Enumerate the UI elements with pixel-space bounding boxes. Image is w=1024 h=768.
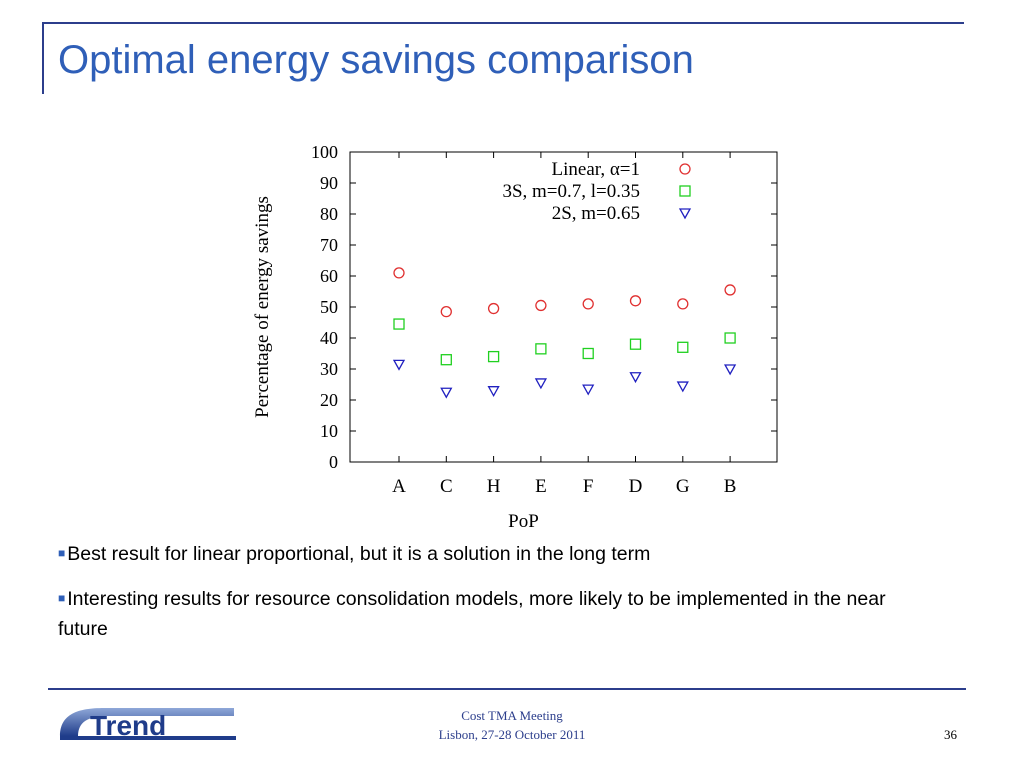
y-tick-label: 70 [320, 235, 338, 255]
bullet-list: ■ Best result for linear proportional, bu… [58, 538, 938, 658]
footer-rule [48, 688, 966, 690]
data-point-series-1 [677, 298, 689, 310]
bullet-item: ■ Interesting results for resource consol… [58, 583, 938, 644]
data-point-series-2 [582, 347, 594, 360]
data-point-series-1 [582, 298, 594, 310]
data-point-series-2 [440, 354, 452, 366]
y-tick-label: 60 [320, 266, 338, 286]
x-tick-label: B [724, 476, 737, 497]
data-point-series-3 [723, 364, 737, 376]
data-point-series-1 [629, 295, 642, 307]
bullet-text: Interesting results for resource consoli… [58, 588, 886, 640]
legend-marker-3 [678, 208, 692, 220]
legend-marker-2 [679, 185, 691, 197]
data-point-series-3 [392, 359, 406, 371]
data-point-series-1 [724, 284, 736, 296]
y-tick-label: 10 [320, 421, 338, 441]
data-point-series-2 [724, 332, 736, 344]
slide-title: Optimal energy savings comparison [58, 38, 694, 82]
y-axis-label: Percentage of energy savings [252, 196, 273, 418]
x-tick-label: G [676, 476, 690, 497]
data-point-series-2 [535, 343, 547, 355]
data-point-series-1 [393, 267, 405, 279]
bullet-square-icon: ■ [58, 591, 66, 605]
title-frame-top-rule [42, 22, 964, 24]
x-axis-label: PoP [508, 511, 539, 532]
y-tick-label: 100 [311, 142, 338, 162]
title-frame-left-rule [42, 22, 44, 94]
data-point-series-1 [487, 302, 500, 315]
data-point-series-1 [535, 299, 547, 312]
y-tick-label: 50 [320, 297, 338, 317]
legend-label: 3S, m=0.7, l=0.35 [502, 181, 640, 202]
data-point-series-3 [440, 387, 453, 399]
y-tick-label: 20 [320, 390, 338, 410]
data-point-series-3 [534, 378, 548, 390]
y-tick-label: 90 [320, 173, 338, 193]
x-tick-label: C [440, 476, 453, 497]
trend-logo: Trend [60, 708, 236, 741]
x-tick-label: E [535, 476, 547, 497]
energy-savings-chart: 0 10 20 30 40 50 60 70 80 90 100 A C H E F D G B PoP Percent… [252, 142, 778, 532]
y-tick-label: 0 [329, 452, 338, 472]
legend-label: 2S, m=0.65 [552, 203, 640, 224]
legend-marker-1 [679, 163, 691, 175]
footer-line-2: Lisbon, 27-28 October 2011 [438, 727, 586, 742]
data-point-series-3 [487, 386, 500, 398]
y-tick-label: 40 [320, 328, 338, 348]
bullet-item: ■ Best result for linear proportional, bu… [58, 538, 938, 569]
legend-label: Linear, α=1 [552, 159, 641, 180]
y-tick-label: 80 [320, 204, 338, 224]
svg-text:Trend: Trend [90, 710, 166, 741]
data-point-series-3 [629, 372, 642, 384]
data-point-series-3 [582, 384, 595, 396]
x-tick-label: H [487, 476, 501, 497]
bullet-square-icon: ■ [58, 546, 66, 560]
page-number: 36 [944, 727, 957, 742]
data-point-series-2 [677, 341, 689, 353]
x-tick-label: F [583, 476, 594, 497]
data-point-series-2 [393, 318, 405, 330]
x-tick-label: D [629, 476, 643, 497]
data-point-series-2 [629, 338, 642, 350]
data-point-series-3 [676, 381, 689, 393]
footer-meeting-info: Cost TMA Meeting Lisbon, 27-28 October 2… [412, 706, 612, 744]
footer-line-1: Cost TMA Meeting [461, 708, 563, 723]
bullet-text: Best result for linear proportional, but… [67, 543, 651, 565]
data-point-series-2 [487, 350, 500, 363]
data-point-series-1 [440, 305, 452, 318]
x-tick-label: A [392, 476, 406, 497]
y-tick-label: 30 [320, 359, 338, 379]
